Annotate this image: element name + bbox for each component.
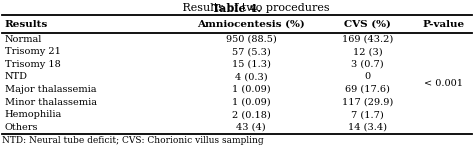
Text: 57 (5.3): 57 (5.3) bbox=[232, 47, 271, 56]
Text: Table 4.: Table 4. bbox=[212, 3, 262, 14]
Text: 1 (0.09): 1 (0.09) bbox=[232, 85, 271, 94]
Text: 1 (0.09): 1 (0.09) bbox=[232, 98, 271, 107]
Text: Amniocentesis (%): Amniocentesis (%) bbox=[197, 20, 305, 29]
Text: Minor thalassemia: Minor thalassemia bbox=[5, 98, 97, 107]
Text: Normal: Normal bbox=[5, 35, 42, 44]
Text: 15 (1.3): 15 (1.3) bbox=[232, 60, 271, 69]
Text: Trisomy 21: Trisomy 21 bbox=[5, 47, 61, 56]
Text: Hemophilia: Hemophilia bbox=[5, 110, 62, 119]
Text: 12 (3): 12 (3) bbox=[353, 47, 382, 56]
Text: 169 (43.2): 169 (43.2) bbox=[342, 35, 393, 44]
Text: 69 (17.6): 69 (17.6) bbox=[345, 85, 390, 94]
Text: CVS (%): CVS (%) bbox=[344, 20, 391, 29]
Text: 4 (0.3): 4 (0.3) bbox=[235, 72, 267, 81]
Text: Major thalassemia: Major thalassemia bbox=[5, 85, 96, 94]
Text: Trisomy 18: Trisomy 18 bbox=[5, 60, 61, 69]
Text: Results: Results bbox=[5, 20, 48, 29]
Text: P-value: P-value bbox=[422, 20, 464, 29]
Text: < 0.001: < 0.001 bbox=[424, 79, 463, 88]
Text: NTD: NTD bbox=[5, 72, 28, 81]
Text: 14 (3.4): 14 (3.4) bbox=[348, 123, 387, 132]
Text: 950 (88.5): 950 (88.5) bbox=[226, 35, 277, 44]
Text: 43 (4): 43 (4) bbox=[237, 123, 266, 132]
Text: 7 (1.7): 7 (1.7) bbox=[351, 110, 384, 119]
Text: NTD: Neural tube deficit; CVS: Chorionic villus sampling: NTD: Neural tube deficit; CVS: Chorionic… bbox=[2, 136, 264, 145]
Text: 117 (29.9): 117 (29.9) bbox=[342, 98, 393, 107]
Text: 3 (0.7): 3 (0.7) bbox=[351, 60, 383, 69]
Text: 2 (0.18): 2 (0.18) bbox=[232, 110, 271, 119]
Text: 0: 0 bbox=[365, 72, 370, 81]
Text: Others: Others bbox=[5, 123, 38, 132]
Text: Results of two procedures: Results of two procedures bbox=[144, 3, 330, 13]
